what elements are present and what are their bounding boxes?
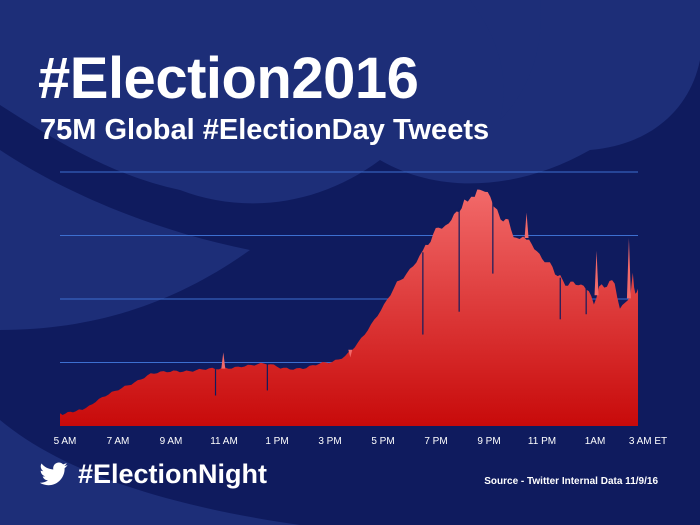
x-tick-label: 11 PM [528,436,556,447]
x-tick-label: 3 PM [318,436,341,447]
x-tick-label: 5 AM [54,436,77,447]
x-tick-label: 1 PM [265,436,288,447]
watermark-bird-belly [0,420,300,525]
x-tick-label: 3 AM ET [629,436,667,447]
chart-subtitle: 75M Global #ElectionDay Tweets [40,114,490,146]
volume-spike [348,349,353,358]
election-night-hashtag: #ElectionNight [78,458,268,489]
x-tick-label: 7 PM [424,436,447,447]
watermark-bird-beak [470,0,541,120]
spike-marks [214,201,631,396]
hashtag-footer: #ElectionNight [40,457,267,491]
watermark-bird-wing [0,150,250,330]
volume-spike [626,238,631,299]
volume-spike [594,250,599,296]
x-tick-label: 7 AM [107,436,130,447]
volume-spike [524,212,529,239]
x-tick-label: 5 PM [371,436,394,447]
x-tick-label: 11 AM [210,436,238,447]
x-tick-label: 1AM [585,436,606,447]
x-tick-label: 9 AM [160,436,183,447]
x-tick-label: 9 PM [477,436,500,447]
source-note: Source - Twitter Internal Data 11/9/16 [484,476,658,487]
x-axis-ticks: 5 AM 7 AM 9 AM 11 AM 1 PM 3 PM 5 PM 7 PM 9 PM 11 … [54,436,668,447]
tweet-volume-area [60,189,638,426]
twitter-bird-icon [40,462,68,486]
page-title: #Election2016 [38,46,419,111]
volume-spike [221,352,226,369]
